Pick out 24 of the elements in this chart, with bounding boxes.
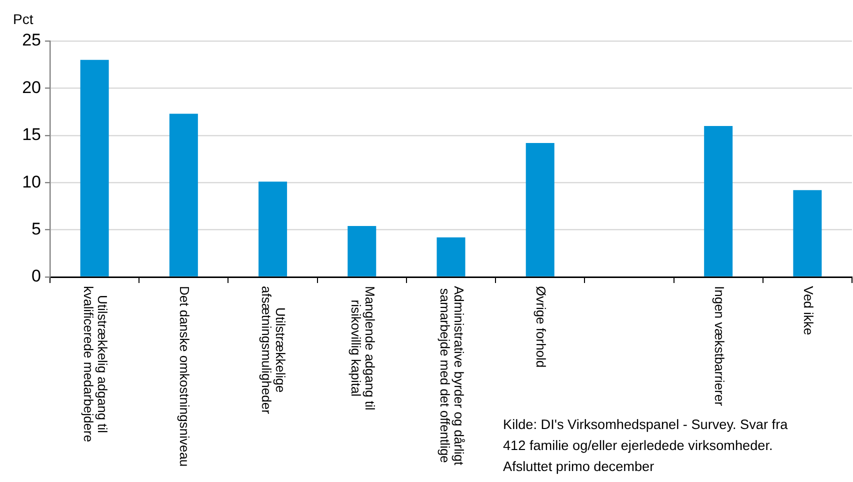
- bar: [526, 142, 554, 276]
- text: Kilde: DI's Virksomhedspanel - Survey. Svar fra 412 familie og/eller ejerledede virksomheder. Afsluttet primo december: [503, 416, 789, 476]
- x-tick-label: Administrative byrder og dårligt samarbejde med det offentlige: [437, 286, 466, 466]
- y-tick-label: 15: [22, 125, 41, 144]
- bar: [793, 190, 822, 276]
- y-tick-label: 20: [22, 78, 41, 97]
- y-axis-title: Pct: [13, 11, 34, 27]
- bar: [704, 126, 733, 276]
- y-tick-label: 0: [32, 266, 41, 286]
- bar: [258, 182, 288, 276]
- x-tick-label: Øvrige forhold: [534, 286, 549, 368]
- bar: [348, 226, 376, 276]
- y-tick-label: 10: [22, 172, 41, 192]
- x-tick-label: Utilstrækkelige afsætningsmuligheder: [259, 286, 288, 415]
- x-tick-label: Det danske omkostningsniveau: [177, 286, 192, 467]
- x-tick-label: Utilstrækkelig adgang til kvalificerede medarbejdere: [80, 286, 110, 442]
- bar: [80, 60, 109, 276]
- bar: [169, 114, 198, 276]
- bar: [436, 237, 466, 276]
- y-tick-label: 5: [32, 219, 41, 238]
- x-tick-label: Ingen vækstbarrierer: [712, 286, 727, 407]
- x-tick-label: Ved ikke: [800, 286, 816, 336]
- y-tick-label: 25: [22, 30, 41, 50]
- x-tick-label: Manglende adgang til risikovillig kapital: [348, 286, 378, 410]
